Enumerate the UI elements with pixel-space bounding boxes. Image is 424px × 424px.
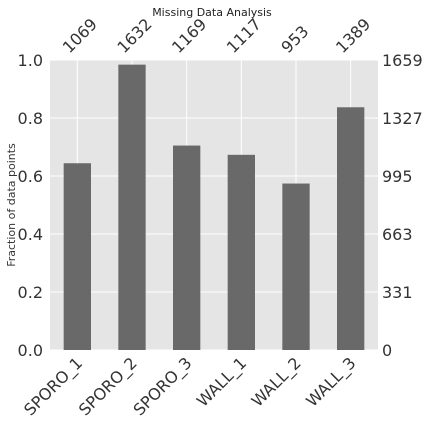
category-label: SPORO_2 xyxy=(75,353,142,420)
category-label: SPORO_3 xyxy=(130,353,197,420)
right-tick-label: 663 xyxy=(382,225,413,244)
y-axis-label: Fraction of data points xyxy=(5,143,18,267)
left-axis-ticks: 0.0 0.2 0.4 0.6 0.8 1.0 xyxy=(18,51,43,360)
left-tick-label: 0.2 xyxy=(18,283,43,302)
count-label: 1389 xyxy=(332,15,374,57)
bar-sporo-1 xyxy=(63,163,91,350)
left-tick-label: 0.8 xyxy=(18,109,43,128)
right-axis-ticks: 0 331 663 995 1327 1659 xyxy=(382,51,423,360)
count-label: 1069 xyxy=(59,15,101,57)
right-tick-label: 0 xyxy=(382,341,392,360)
bar-sporo-2 xyxy=(118,64,146,350)
bars xyxy=(63,64,365,351)
count-label: 1117 xyxy=(223,15,265,57)
bar-wall-3 xyxy=(337,107,365,351)
left-tick-label: 0.6 xyxy=(18,167,43,186)
chart-title: Missing Data Analysis xyxy=(152,6,272,19)
plot-area xyxy=(50,60,378,350)
left-tick-label: 0.4 xyxy=(18,225,43,244)
category-label: WALL_1 xyxy=(193,353,251,411)
right-tick-label: 995 xyxy=(382,167,413,186)
bar-wall-2 xyxy=(282,183,310,350)
count-label: 1169 xyxy=(168,15,210,57)
right-tick-label: 1327 xyxy=(382,109,423,128)
right-tick-label: 1659 xyxy=(382,51,423,70)
count-label: 953 xyxy=(277,22,312,57)
category-label: SPORO_1 xyxy=(20,353,87,420)
right-tick-label: 331 xyxy=(382,283,413,302)
count-label: 1632 xyxy=(113,15,155,57)
category-label: WALL_3 xyxy=(302,353,360,411)
bar-wall-1 xyxy=(227,154,255,350)
left-tick-label: 0.0 xyxy=(18,341,43,360)
left-tick-label: 1.0 xyxy=(18,51,43,70)
bar-sporo-3 xyxy=(173,145,201,350)
count-labels: 1069 1632 1169 1117 953 1389 xyxy=(59,15,375,57)
category-label: WALL_2 xyxy=(248,353,306,411)
